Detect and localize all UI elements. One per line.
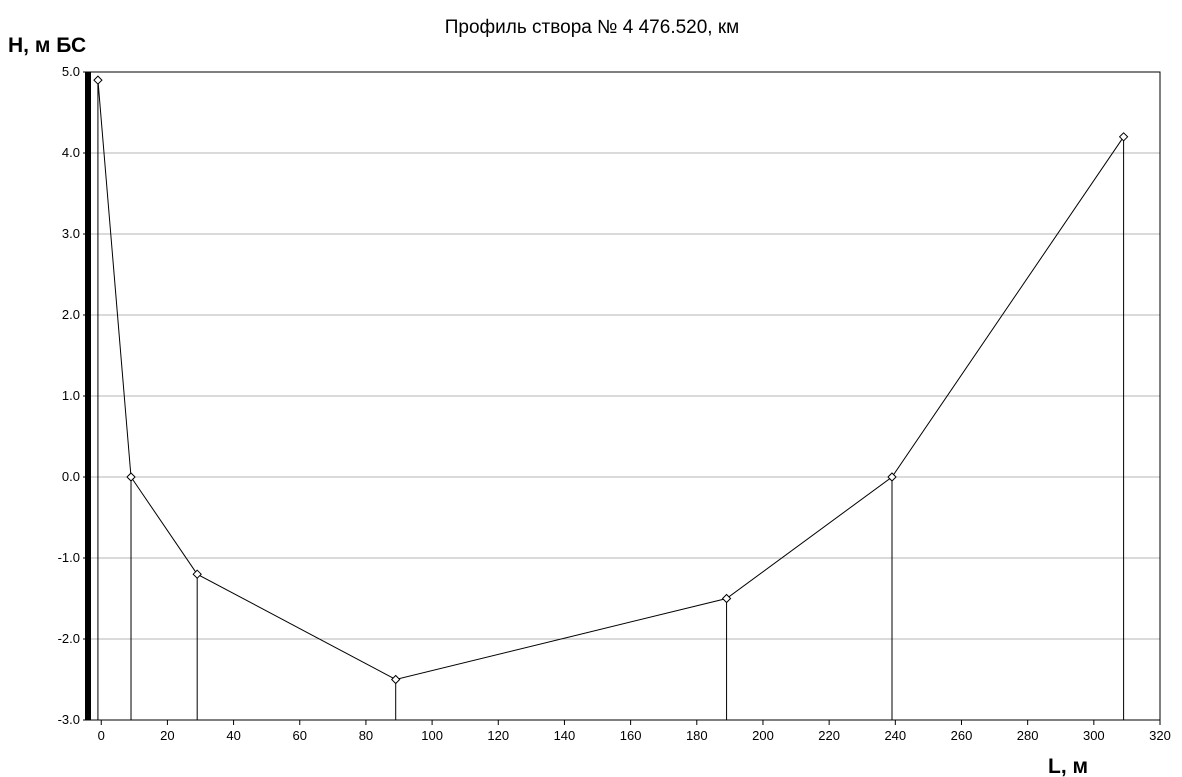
data-point-marker [93, 75, 103, 85]
data-point-marker [887, 472, 897, 482]
y-axis-ticks: 5.0 4.0 3.0 2.0 1.0 0.0 -1.0 -2.0 -3.0 [58, 64, 88, 727]
y-tick-label: 1.0 [62, 388, 80, 403]
data-point-marker [1118, 132, 1129, 142]
y-tick-label: 4.0 [62, 145, 80, 160]
x-tick-label: 80 [359, 728, 373, 743]
x-tick-label: 20 [160, 728, 174, 743]
y-tick-label: 3.0 [62, 226, 80, 241]
x-tick-label: 280 [1017, 728, 1039, 743]
x-tick-label: 160 [620, 728, 642, 743]
y-tick-label: -2.0 [58, 631, 80, 646]
x-tick-label: 40 [226, 728, 240, 743]
data-point-marker [390, 674, 401, 685]
data-point-marker [721, 593, 732, 604]
grid-lines [88, 152, 1160, 640]
x-axis-label: L, м [1048, 755, 1088, 777]
x-tick-label: 200 [752, 728, 774, 743]
x-tick-label: 260 [951, 728, 973, 743]
data-point-marker [192, 569, 202, 579]
x-tick-label: 180 [686, 728, 708, 743]
y-tick-label: -1.0 [58, 550, 80, 565]
y-tick-label: 2.0 [62, 307, 80, 322]
x-tick-label: 100 [421, 728, 443, 743]
x-tick-label: 140 [554, 728, 576, 743]
chart-title: Профиль створа № 4 476.520, км [445, 17, 739, 38]
point-markers [93, 75, 1129, 685]
x-tick-label: 0 [98, 728, 105, 743]
x-tick-label: 240 [884, 728, 906, 743]
y-tick-label: -3.0 [58, 712, 80, 727]
x-tick-label: 220 [818, 728, 840, 743]
profile-line [97, 80, 1125, 681]
x-axis-ticks: 0 20 40 60 80 100 120 140 160 180 200 220 240 260 280 3… [98, 720, 1171, 743]
x-tick-label: 320 [1149, 728, 1171, 743]
data-point-marker [126, 472, 136, 482]
y-tick-label: 5.0 [62, 64, 80, 79]
point-stems [97, 80, 1125, 720]
x-tick-label: 300 [1083, 728, 1105, 743]
x-tick-label: 60 [293, 728, 307, 743]
y-tick-label: 0.0 [62, 469, 80, 484]
y-axis-label: H, м БС [8, 34, 86, 57]
x-tick-label: 120 [487, 728, 509, 743]
